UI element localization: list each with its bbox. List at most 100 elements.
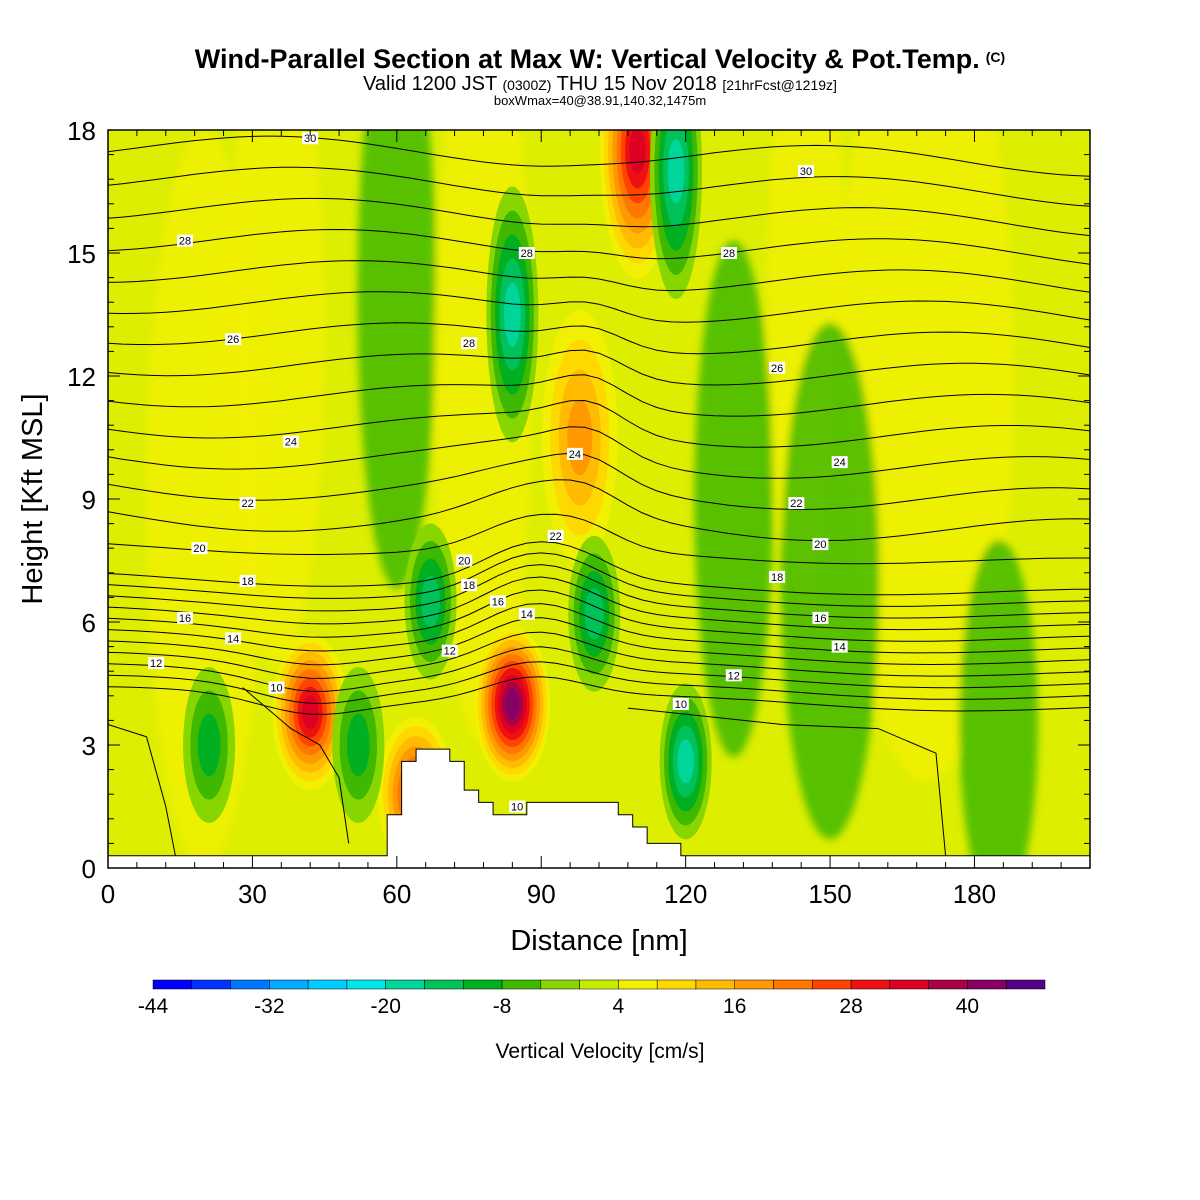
colorbar-swatch — [1005, 979, 1046, 990]
colorbar-swatch — [230, 979, 270, 990]
valid-forecast: [21hrFcst@1219z] — [722, 77, 837, 93]
x-tick-label: 180 — [953, 879, 996, 909]
valid-zulu: (0300Z) — [502, 77, 552, 93]
colorbar-tick-label: -20 — [371, 995, 401, 1018]
valid-date: THU 15 Nov 2018 — [556, 73, 717, 95]
w-level — [629, 130, 646, 174]
downdraft-core-6 — [486, 186, 539, 443]
w-level — [197, 713, 221, 777]
w-level — [667, 139, 685, 203]
theta-line — [108, 374, 1090, 417]
theta-line — [108, 399, 1090, 448]
contour-label-bg — [191, 542, 208, 555]
contour-label-18: 18 — [771, 572, 783, 584]
terrain-mask — [108, 748, 1090, 868]
theta-line — [108, 676, 1090, 715]
contour-label-bg — [518, 607, 535, 620]
contour-label-16: 16 — [179, 613, 191, 625]
downdraft-core-7 — [404, 523, 457, 680]
y-tick-label: 3 — [82, 731, 96, 761]
x-tick-label: 0 — [101, 879, 115, 909]
box-wmax-line: boxWmax=40@38.91,140.32,1475m — [493, 93, 707, 108]
theta-line — [108, 228, 1090, 265]
x-tick-label: 30 — [238, 879, 267, 909]
colorbar-swatch — [346, 979, 386, 990]
chart-title: Wind-Parallel Section at Max W: Vertical… — [0, 44, 1200, 75]
x-axis-label: Distance [nm] — [510, 925, 687, 957]
updraft-core-4 — [541, 309, 618, 566]
contour-label-bg — [831, 456, 848, 469]
theta-line — [108, 166, 1090, 207]
colorbar-tick-label: -44 — [138, 995, 169, 1018]
contour-label-14: 14 — [521, 609, 533, 621]
contour-label-bg — [177, 234, 194, 247]
theta-line — [108, 589, 1090, 642]
contour-label-12: 12 — [728, 670, 740, 682]
plot-area: 10 10 10 12 12 12 14 14 14 16 16 16 18 18 18 20 20 20 22 22… — [108, 130, 1090, 868]
updraft-core-1 — [272, 634, 349, 791]
colorbar-tick-label: -32 — [254, 995, 284, 1018]
contour-label-10: 10 — [270, 683, 282, 695]
y-tick-label: 0 — [82, 854, 96, 884]
contour-label-bg — [547, 529, 564, 542]
contour-label-bg — [461, 579, 478, 592]
chart-title-text: Wind-Parallel Section at Max W: Vertical… — [194, 44, 980, 74]
contour-label-20: 20 — [458, 556, 470, 568]
colorbar: -44 -32 -20 -8 4 16 28 40 Vertical Velocity [cm/… — [138, 979, 1046, 1063]
contour-label-bg — [302, 132, 319, 145]
theta-line — [108, 479, 1090, 542]
contour-label-bg — [239, 575, 256, 587]
contour-label-20: 20 — [814, 539, 826, 551]
theta-line — [108, 541, 1090, 596]
y-axis-label: Height [Kft MSL] — [17, 393, 49, 604]
theta-line — [627, 707, 947, 856]
theta-line — [108, 426, 1090, 479]
w-streak — [227, 130, 326, 667]
contour-label-bg — [672, 698, 689, 710]
downdraft-core-10 — [332, 667, 385, 823]
colorbar-tick-label: -8 — [493, 995, 512, 1018]
colorbar-swatch — [385, 979, 425, 990]
contour-label-26: 26 — [227, 334, 239, 346]
contour-label-bg — [769, 361, 786, 374]
contour-label-20: 20 — [193, 543, 205, 555]
theta-line — [108, 135, 1090, 177]
colorbar-swatch — [463, 979, 503, 990]
theta-line — [108, 552, 1090, 607]
contour-label-bg — [456, 554, 473, 567]
contour-label-bg — [769, 570, 786, 583]
contour-label-bg — [441, 644, 458, 657]
contour-label-bg — [725, 669, 742, 682]
contour-label-bg — [225, 333, 242, 346]
theta-line — [108, 322, 1090, 355]
contour-label-12: 12 — [444, 646, 456, 658]
contour-label-10: 10 — [675, 699, 687, 711]
downdraft-core-9 — [650, 130, 703, 299]
contour-label-16: 16 — [492, 597, 504, 609]
theta-line — [108, 576, 1090, 631]
colorbar-swatch — [734, 979, 774, 990]
contour-label-bg — [518, 247, 535, 259]
contour-label-bg — [225, 632, 242, 645]
contour-label-bg — [720, 247, 737, 259]
w-level — [584, 588, 604, 640]
contour-label-bg — [489, 595, 506, 608]
colorbar-swatch — [850, 979, 891, 990]
w-level — [677, 739, 695, 784]
theta-line — [108, 349, 1090, 386]
contour-label-bg — [788, 497, 805, 510]
w-level — [301, 695, 319, 729]
colorbar-swatch — [967, 979, 1007, 990]
theta-line — [108, 631, 1090, 679]
contour-label-bg — [177, 611, 194, 624]
contour-label-14: 14 — [227, 633, 239, 645]
downdraft-core-5 — [659, 683, 712, 840]
valid-prefix: Valid 1200 JST — [363, 73, 497, 95]
contour-label-bg — [831, 640, 848, 653]
x-tick-label: 90 — [527, 879, 556, 909]
contour-label-bg — [566, 447, 583, 460]
y-tick-label: 12 — [67, 362, 96, 392]
x-tick-label: 150 — [808, 879, 851, 909]
chart-subtitle: Valid 1200 JST (0300Z) THU 15 Nov 2018 [… — [0, 73, 1200, 96]
